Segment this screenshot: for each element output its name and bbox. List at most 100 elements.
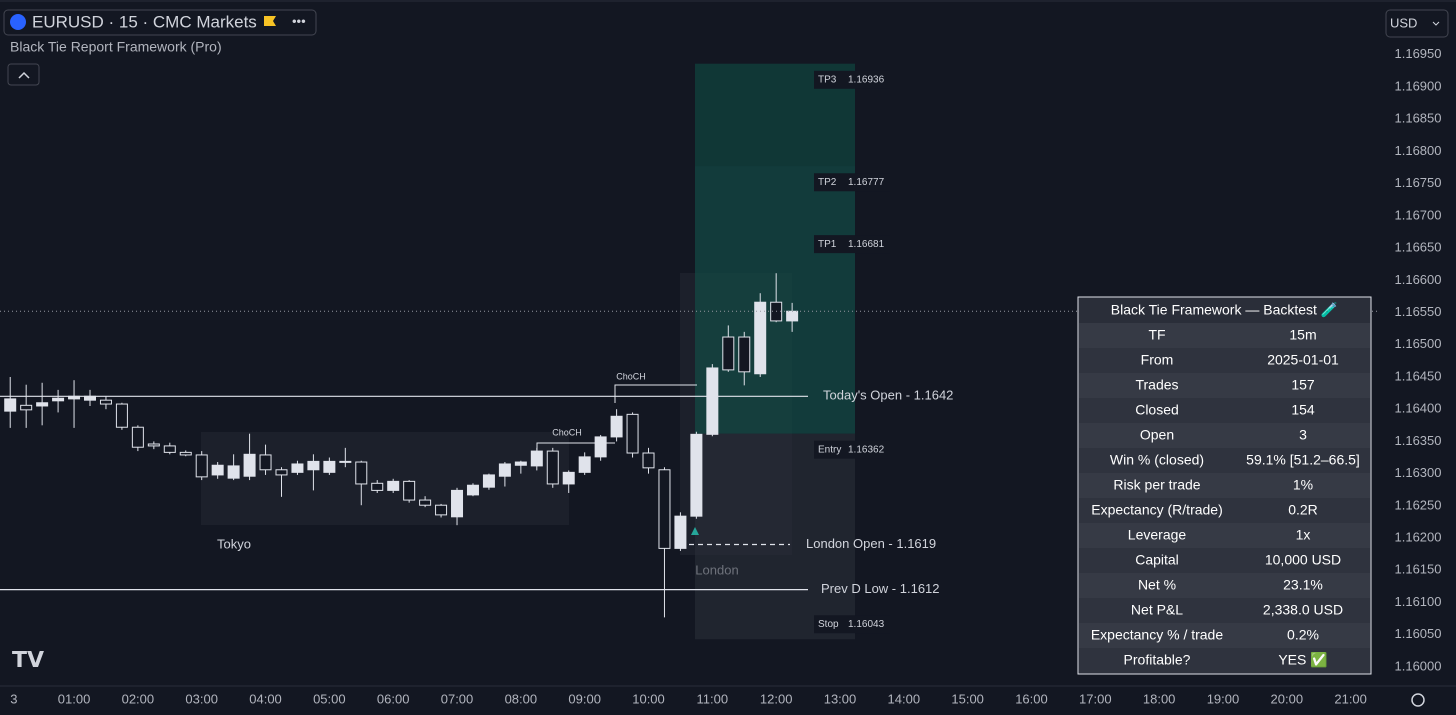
y-tick-label: 1.16900 <box>1395 78 1442 93</box>
table-value: 1% <box>1293 477 1313 493</box>
candle-body <box>291 463 304 473</box>
target-label-bg <box>814 173 890 192</box>
y-tick-label: 1.16350 <box>1395 433 1442 448</box>
candle-body <box>147 443 160 447</box>
table-value: 154 <box>1291 402 1315 418</box>
flag[interactable] <box>264 16 276 26</box>
candle-body <box>466 484 479 496</box>
settings-icon[interactable] <box>1411 693 1425 707</box>
plot: TokyoLondonTP31.16936TP21.16777TP11.1668… <box>0 46 1442 706</box>
x-tick-label: 01:00 <box>58 691 91 706</box>
table-value: 59.1% [51.2–66.5] <box>1246 452 1360 468</box>
target-label: TP3 <box>818 74 837 85</box>
y-tick-label: 1.16200 <box>1395 530 1442 545</box>
table-key: Expectancy % / trade <box>1091 627 1224 643</box>
candle-body <box>451 489 464 518</box>
table-key: Expectancy (R/trade) <box>1091 502 1223 518</box>
target-label-bg <box>814 615 890 634</box>
table-row <box>1079 623 1370 648</box>
table-key: Closed <box>1135 402 1179 418</box>
more-menu[interactable]: ••• <box>292 13 306 28</box>
symbol-box[interactable] <box>3 9 317 36</box>
signal-marker <box>691 527 699 535</box>
session-box <box>201 432 569 525</box>
y-tick-label: 1.16150 <box>1395 562 1442 577</box>
table-value: 2,338.0 USD <box>1263 602 1343 618</box>
table-row <box>1079 323 1370 348</box>
currency-button[interactable] <box>1385 9 1449 38</box>
candle-body <box>435 504 448 516</box>
collapse-button[interactable] <box>7 63 40 86</box>
candle-body <box>722 336 735 371</box>
table-value: 15m <box>1289 327 1316 343</box>
candle-body <box>355 461 368 485</box>
symbol-title: EURUSD · 15 · CMC Markets <box>32 12 257 31</box>
target-value: 1.16043 <box>848 619 885 630</box>
target-label-bg <box>814 235 890 254</box>
candle-body <box>131 426 144 448</box>
x-tick-label: 08:00 <box>505 691 538 706</box>
table-key: Trades <box>1135 377 1178 393</box>
candle-body <box>498 463 511 477</box>
y-tick-label: 1.16400 <box>1395 401 1442 416</box>
x-tick-label: 20:00 <box>1271 691 1304 706</box>
y-tick-label: 1.16550 <box>1395 304 1442 319</box>
candle-body <box>115 403 128 428</box>
target-value: 1.16777 <box>848 177 885 188</box>
candle-body <box>179 451 192 456</box>
stop-zone <box>695 433 855 640</box>
x-tick-label: 11:00 <box>697 691 729 706</box>
logo: 𝗧𝗩 <box>12 647 44 672</box>
candle-body <box>52 397 65 402</box>
candle-body <box>690 433 703 517</box>
candle-body <box>642 452 655 469</box>
x-tick-label: 12:00 <box>760 691 793 706</box>
candle-body <box>323 460 336 473</box>
target-value: 1.16681 <box>848 239 885 250</box>
table-row <box>1079 473 1370 498</box>
y-tick-label: 1.16250 <box>1395 497 1442 512</box>
currency[interactable]: USD <box>1390 15 1417 30</box>
x-tick-label: 03:00 <box>185 691 218 706</box>
candle-body <box>387 480 400 491</box>
table-row <box>1079 598 1370 623</box>
table-row <box>1079 348 1370 373</box>
table-row <box>1079 548 1370 573</box>
candle-body <box>514 461 527 466</box>
candle-body <box>754 301 767 375</box>
table-key: Open <box>1140 427 1174 443</box>
choch-line <box>614 384 697 403</box>
candle-body <box>68 395 81 400</box>
x-tick-label: 3 <box>10 691 17 706</box>
target-value: 1.16362 <box>848 444 885 455</box>
x-tick-label: 15:00 <box>951 691 984 706</box>
candle-body <box>482 474 495 488</box>
x-tick-label: 13:00 <box>824 691 857 706</box>
y-tick-label: 1.16050 <box>1395 626 1442 641</box>
collapse-icon <box>18 71 30 79</box>
y-tick-label: 1.16000 <box>1395 658 1442 673</box>
table-row <box>1079 498 1370 523</box>
choch-label: ChoCH <box>552 427 582 437</box>
y-tick-label: 1.16100 <box>1395 594 1442 609</box>
table-value: 0.2% <box>1287 627 1319 643</box>
x-tick-label: 21:00 <box>1334 691 1367 706</box>
y-tick-label: 1.16500 <box>1395 336 1442 351</box>
x-tick-label: 07:00 <box>441 691 474 706</box>
candle-body <box>195 454 208 478</box>
candle-body <box>99 399 112 405</box>
table-row <box>1079 573 1370 598</box>
table-key: From <box>1141 352 1174 368</box>
table-title: Black Tie Framework — Backtest 🧪 <box>1111 302 1339 319</box>
x-tick-label: 09:00 <box>568 691 601 706</box>
x-tick-label: 06:00 <box>377 691 410 706</box>
table-key: Capital <box>1135 552 1179 568</box>
table-row <box>1079 448 1370 473</box>
candle-body <box>419 499 432 506</box>
target-label: Entry <box>818 444 841 455</box>
candle-body <box>738 336 751 373</box>
candle-body <box>658 469 671 549</box>
currency-caret <box>1432 21 1440 26</box>
candle-body <box>786 310 799 322</box>
